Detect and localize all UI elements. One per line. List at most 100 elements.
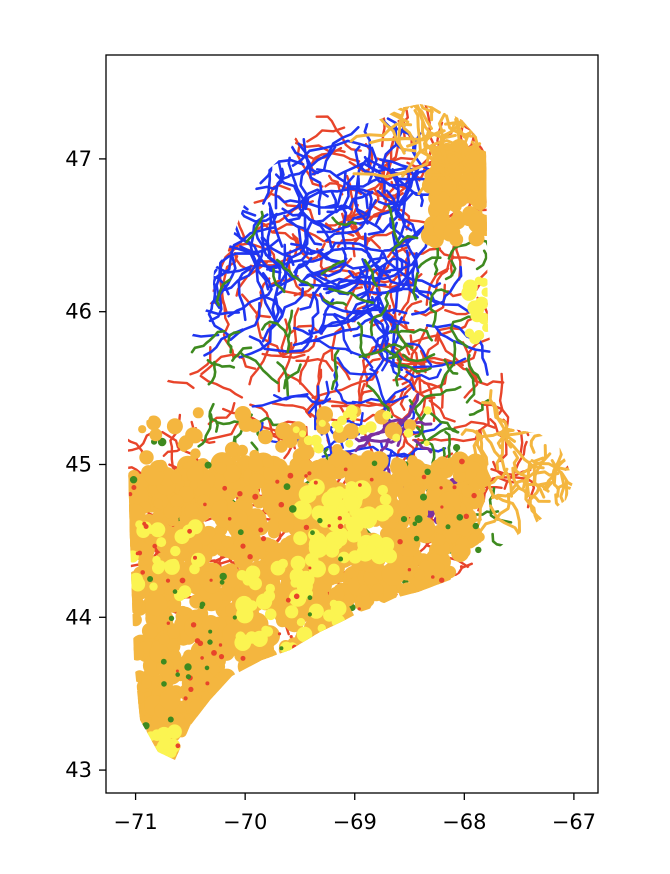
map-patch <box>205 681 210 686</box>
map-patch <box>310 434 322 447</box>
map-patch <box>256 593 273 610</box>
map-patch <box>303 524 310 531</box>
map-patch <box>414 515 423 524</box>
map-patch <box>293 593 300 600</box>
map-patch <box>308 603 324 619</box>
map-line <box>342 208 361 258</box>
map-patch <box>349 413 357 421</box>
map-line <box>363 258 378 288</box>
map-line <box>207 360 217 386</box>
map-patch <box>152 555 161 565</box>
map-line <box>391 234 419 252</box>
map-line <box>291 139 370 167</box>
map-line <box>267 221 313 289</box>
map-patch <box>186 465 204 483</box>
map-patch <box>456 514 464 521</box>
map-patch <box>220 512 229 521</box>
map-patch <box>175 672 180 677</box>
map-patch <box>172 589 178 594</box>
map-patch <box>165 578 171 583</box>
map-patch <box>131 485 137 490</box>
map-line <box>380 352 415 391</box>
map-patch <box>338 556 344 562</box>
map-patch <box>343 467 348 472</box>
map-line <box>268 342 306 359</box>
map-patch <box>459 458 465 465</box>
map-patch <box>211 650 217 656</box>
y-tick-label: 46 <box>65 300 92 324</box>
map-patch <box>375 471 393 489</box>
map-patch <box>203 502 207 507</box>
map-patch <box>308 478 325 496</box>
map-patch <box>296 626 313 643</box>
map-line <box>322 247 381 284</box>
map-line <box>402 353 436 363</box>
map-patch <box>397 539 403 545</box>
map-patch <box>452 485 457 490</box>
map-patch <box>299 430 307 438</box>
map-patch <box>245 631 258 644</box>
map-line <box>209 413 219 433</box>
map-line <box>330 349 340 391</box>
map-line <box>272 267 286 294</box>
map-patch <box>218 654 225 660</box>
map-line <box>220 226 277 277</box>
maine-features <box>128 90 574 760</box>
map-line <box>261 320 289 338</box>
map-line <box>439 340 457 389</box>
map-patch <box>459 565 464 569</box>
map-line <box>280 318 289 355</box>
map-patch <box>434 562 445 574</box>
map-patch <box>421 474 427 480</box>
map-patch <box>437 491 462 515</box>
map-line <box>238 297 280 359</box>
map-patch <box>382 505 394 517</box>
map-patch <box>177 569 188 580</box>
map-patch <box>283 483 291 490</box>
x-tick-label: −67 <box>552 810 596 834</box>
map-patch <box>149 428 163 442</box>
map-patch <box>357 607 361 611</box>
map-line <box>488 389 513 449</box>
map-patch <box>293 531 308 546</box>
y-tick-label: 47 <box>65 147 92 171</box>
map-line <box>226 330 241 354</box>
map-patch <box>258 429 273 445</box>
map-line <box>395 324 414 349</box>
map-patch <box>352 455 368 471</box>
map-patch <box>452 469 467 483</box>
map-line <box>255 277 271 343</box>
map-patch <box>307 612 312 617</box>
map-line <box>467 354 483 384</box>
map-line <box>449 315 477 349</box>
map-patch <box>441 465 454 478</box>
map-patch <box>285 597 291 603</box>
map-patch <box>307 471 312 476</box>
map-patch <box>262 456 274 468</box>
map-patch <box>240 543 246 549</box>
map-patch <box>158 633 170 646</box>
map-patch <box>343 593 355 605</box>
map-patch <box>209 578 213 582</box>
map-line <box>325 262 387 295</box>
map-line <box>444 259 457 281</box>
map-patch <box>407 495 422 510</box>
map-line <box>315 115 362 152</box>
map-line <box>376 189 418 239</box>
map-patch <box>264 608 277 621</box>
map-patch <box>328 563 340 576</box>
map-patch <box>297 570 315 589</box>
map-patch <box>170 472 182 484</box>
map-patch <box>299 444 315 460</box>
map-line <box>326 174 355 214</box>
map-patch <box>184 616 206 639</box>
map-line <box>358 343 403 359</box>
map-line <box>375 235 429 274</box>
map-line <box>511 466 551 503</box>
map-patch <box>379 493 392 506</box>
map-patch <box>234 406 252 423</box>
map-patch <box>478 312 491 325</box>
map-line <box>320 259 345 275</box>
map-line <box>239 245 270 291</box>
map-line <box>404 342 433 366</box>
